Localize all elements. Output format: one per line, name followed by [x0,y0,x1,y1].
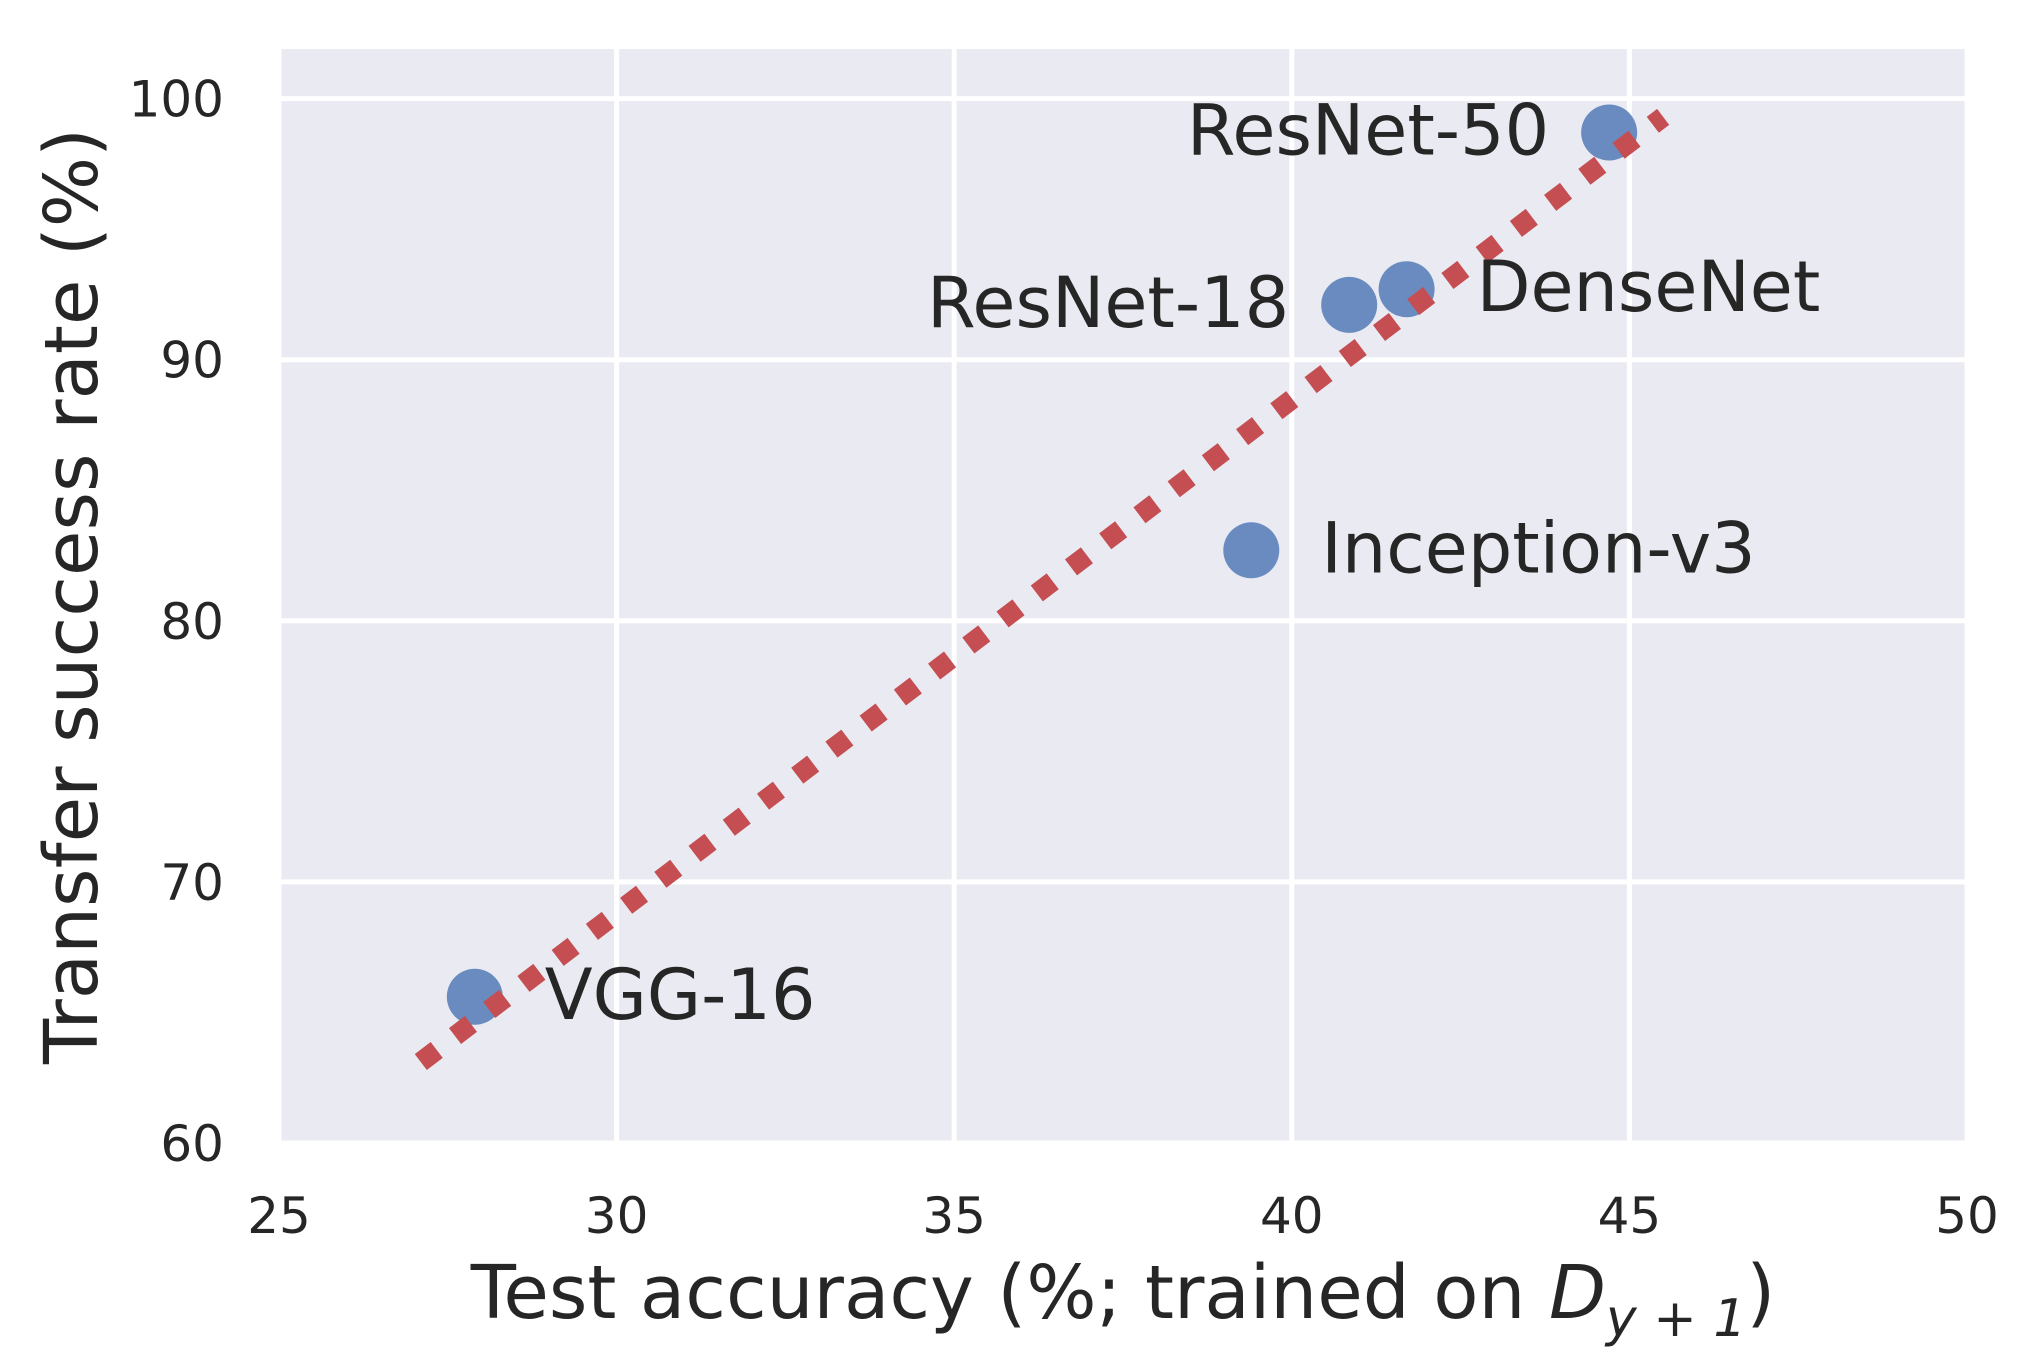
y-tick-label: 80 [160,593,224,651]
x-axis-label-close: ) [1746,1250,1775,1336]
data-points [446,104,1638,1025]
x-axis-label: Test accuracy (%; trained on Dy + 1) [470,1250,1776,1349]
y-tick-label: 60 [160,1115,224,1173]
point-label-resnet-18: ResNet-18 [927,262,1289,344]
trend-line [414,108,1670,1071]
y-tick-label: 100 [129,71,224,129]
point-labels: VGG-16 Inception-v3 ResNet-18 DenseNet ResNe… [545,90,1821,1036]
x-tick-label: 45 [1598,1187,1662,1245]
x-tick-label: 35 [922,1187,986,1245]
data-point-inception-v3 [1223,522,1280,579]
grid-lines [276,49,1970,1146]
data-point-vgg-16 [446,968,503,1025]
data-point-resnet-18 [1321,276,1378,333]
x-tick-label: 50 [1935,1187,1999,1245]
x-axis-label-math-subscript: y + 1 [1604,1289,1747,1349]
point-label-inception-v3: Inception-v3 [1321,507,1755,589]
y-tick-label: 70 [160,854,224,912]
x-tick-label: 30 [585,1187,649,1245]
point-label-densenet: DenseNet [1477,246,1821,328]
x-axis-label-math-base: D [1549,1250,1606,1336]
x-tick-label: 40 [1260,1187,1324,1245]
y-axis-label: Transfer success rate (%) [29,128,115,1065]
x-tick-label: 25 [247,1187,311,1245]
y-tick-label: 90 [160,332,224,390]
trend-line-path [414,108,1670,1071]
point-label-resnet-50: ResNet-50 [1187,90,1549,172]
x-axis-label-text: Test accuracy (%; trained on [470,1250,1549,1336]
y-tick-labels: 60 70 80 90 100 [129,71,224,1173]
point-label-vgg-16: VGG-16 [545,954,816,1036]
x-tick-labels: 25 30 35 40 45 50 [247,1187,1999,1245]
